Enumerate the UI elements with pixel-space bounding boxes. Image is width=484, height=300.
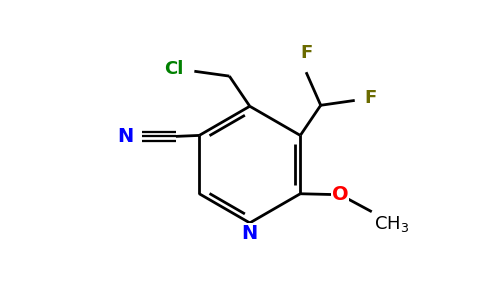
Text: O: O bbox=[332, 185, 348, 204]
Text: Cl: Cl bbox=[164, 60, 183, 78]
Text: F: F bbox=[300, 44, 312, 62]
Text: N: N bbox=[242, 224, 258, 243]
Text: F: F bbox=[364, 89, 377, 107]
Text: CH$_3$: CH$_3$ bbox=[374, 214, 409, 234]
Text: N: N bbox=[117, 127, 133, 146]
